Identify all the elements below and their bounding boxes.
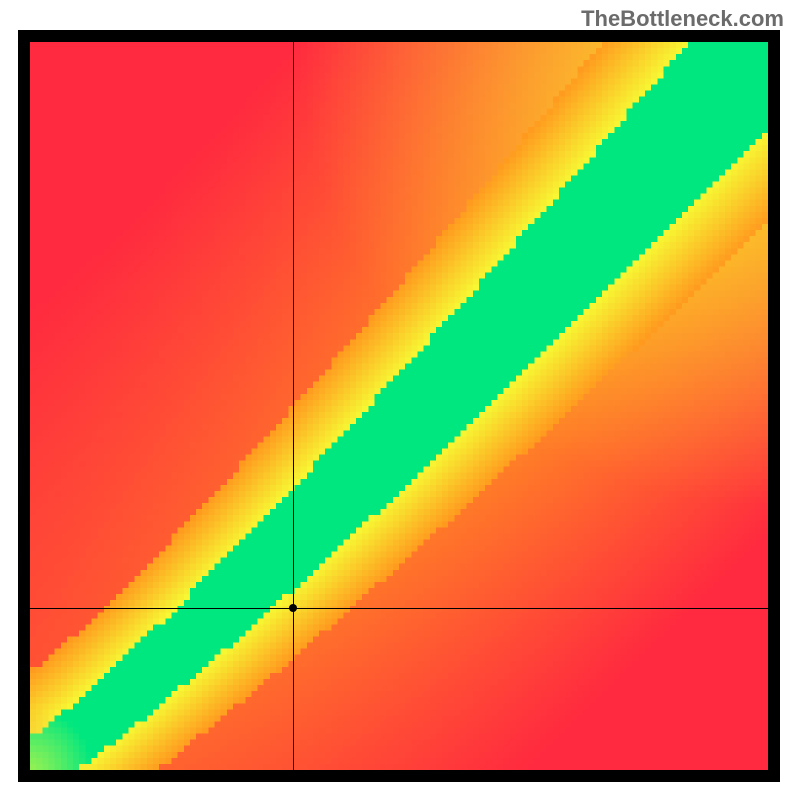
crosshair-horizontal-line: [30, 608, 768, 609]
crosshair-vertical-line: [293, 42, 294, 770]
chart-frame: [18, 30, 780, 782]
crosshair-marker-dot: [289, 604, 297, 612]
heatmap-plot: [30, 42, 768, 770]
heatmap-canvas: [30, 42, 768, 770]
watermark-text: TheBottleneck.com: [581, 6, 784, 32]
